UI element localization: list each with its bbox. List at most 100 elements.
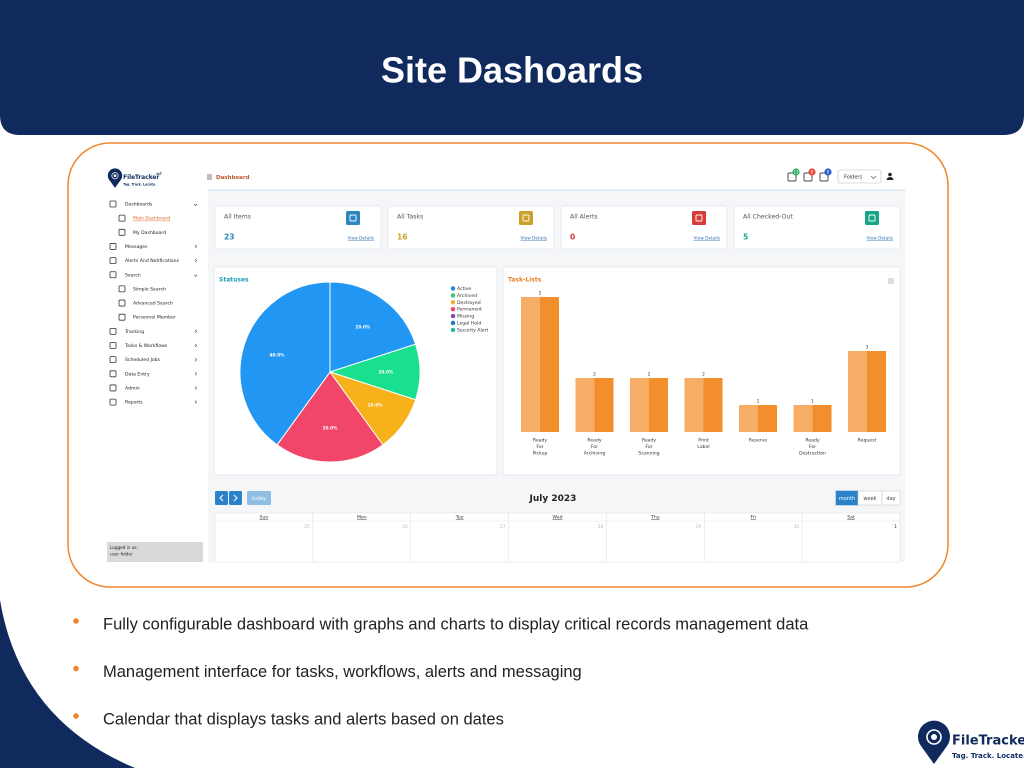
menu-item[interactable]: Alerts And Notifications <box>125 258 180 264</box>
cal-date[interactable]: 30 <box>793 524 799 530</box>
card-icon <box>692 211 706 225</box>
x-tick-label: Ready <box>642 438 657 444</box>
cal-date[interactable]: 28 <box>598 524 604 530</box>
logo-pin-dot <box>931 734 937 740</box>
menu-item[interactable]: Data Entry <box>125 371 150 377</box>
cal-view-label[interactable]: week <box>863 496 876 502</box>
menu-icon <box>109 398 117 406</box>
folders-dropdown[interactable] <box>837 169 882 184</box>
menu-chevron <box>194 371 198 376</box>
bar-value-label: 2 <box>593 372 596 378</box>
x-tick-label: For <box>809 444 816 450</box>
cal-view-label[interactable]: day <box>886 496 895 502</box>
slide-title: Site Dashoards <box>381 50 643 91</box>
menu-icon <box>109 356 117 364</box>
menu-icon <box>109 271 117 279</box>
panel <box>502 266 901 476</box>
card-value: 23 <box>224 233 234 242</box>
x-tick-label: Destruction <box>799 451 826 457</box>
header-band <box>0 0 1024 135</box>
x-tick-label: Print <box>698 438 709 444</box>
legend-label[interactable]: Archived <box>457 293 477 299</box>
menu-item[interactable]: My Dashboard <box>133 230 166 236</box>
pie-label: 20.0% <box>355 324 371 330</box>
legend-swatch <box>450 320 456 326</box>
badge-icon[interactable] <box>819 172 829 182</box>
menu-icon <box>109 384 117 392</box>
cal-date[interactable]: 1 <box>894 524 897 530</box>
legend-label[interactable]: Missing <box>457 314 474 320</box>
menu-icon <box>118 313 126 321</box>
bar-value-label: 5 <box>539 291 542 297</box>
cal-date[interactable]: 27 <box>500 524 506 530</box>
legend-label[interactable]: Legal Hold <box>457 321 481 327</box>
cal-date[interactable]: 29 <box>695 524 701 530</box>
cal-today-label[interactable]: today <box>252 496 266 502</box>
menu-icon <box>118 299 126 307</box>
panel-title: Task-Lists <box>508 277 542 284</box>
menu-item[interactable]: Main Dashboard <box>133 216 170 222</box>
card-icon-glyph <box>695 214 703 222</box>
x-tick-label: Ready <box>805 438 820 444</box>
user-icon-body <box>886 177 894 180</box>
cal-view-label[interactable]: month <box>839 496 855 502</box>
bar <box>684 378 723 432</box>
menu-item[interactable]: Advanced Search <box>133 301 173 307</box>
logo-sup: IoT <box>156 172 162 176</box>
card-link[interactable]: View Details <box>867 236 894 242</box>
menu-item[interactable]: Personnel Member <box>133 315 176 321</box>
menu-item[interactable]: Tasks & Workflows <box>124 343 168 349</box>
menu-icon <box>109 200 117 208</box>
menu-chevron <box>194 244 198 249</box>
cal-prev[interactable] <box>215 491 228 505</box>
menu-item[interactable]: Scheduled Jobs <box>125 357 161 363</box>
cal-day-header: Tue <box>455 515 464 521</box>
menu-item[interactable]: Admin <box>125 385 140 391</box>
card-icon-glyph <box>349 214 357 222</box>
bar-value-label: 2 <box>702 372 705 378</box>
card-link[interactable]: View Details <box>348 236 375 242</box>
menu-item[interactable]: Simple Search <box>133 286 166 292</box>
user-icon-head[interactable] <box>888 172 892 177</box>
menu-item[interactable]: Dashboards <box>125 202 153 208</box>
legend-label[interactable]: Destroyed <box>457 300 481 306</box>
card-value: 5 <box>743 233 748 242</box>
pie-slice <box>276 371 384 463</box>
badge-icon[interactable] <box>787 172 797 182</box>
cal-next[interactable] <box>229 491 242 505</box>
bar-value-label: 1 <box>757 399 760 405</box>
menu-chevron <box>194 329 198 334</box>
login-text: Logged in as: <box>110 545 138 550</box>
card-link[interactable]: View Details <box>521 236 548 242</box>
bar-value-label: 1 <box>811 399 814 405</box>
cal-date[interactable]: 26 <box>402 524 408 530</box>
cal-view-btn[interactable] <box>881 490 901 506</box>
card-value: 16 <box>397 233 407 242</box>
card-icon <box>519 211 533 225</box>
x-tick-label: Ready <box>587 438 602 444</box>
cal-today-btn[interactable] <box>247 491 271 505</box>
stat-card <box>560 205 728 250</box>
login-box <box>107 542 203 562</box>
menu-item[interactable]: Tracking <box>124 329 144 335</box>
menu-icon <box>118 214 126 222</box>
badge-icon[interactable] <box>803 172 813 182</box>
cal-date[interactable]: 25 <box>304 524 310 530</box>
stat-card <box>387 205 555 250</box>
legend-label[interactable]: Permanent <box>457 307 482 313</box>
bullet-text: Management interface for tasks, workflow… <box>103 663 582 681</box>
cal-day-header: Sat <box>847 515 855 521</box>
menu-item[interactable]: Messages <box>125 244 148 250</box>
card-link[interactable]: View Details <box>694 236 721 242</box>
badge-count: 0 <box>827 169 830 174</box>
legend-label[interactable]: Security Alert <box>457 327 488 333</box>
menu-icon <box>109 327 117 335</box>
pie-label: 10.0% <box>378 370 394 376</box>
badge-bubble <box>792 168 800 176</box>
logo-name: FileTracker <box>123 175 159 181</box>
bullet-dot <box>73 665 79 672</box>
menu-item[interactable]: Search <box>125 272 141 278</box>
legend-label[interactable]: Active <box>457 286 471 292</box>
menu-item[interactable]: Reports <box>125 400 143 406</box>
